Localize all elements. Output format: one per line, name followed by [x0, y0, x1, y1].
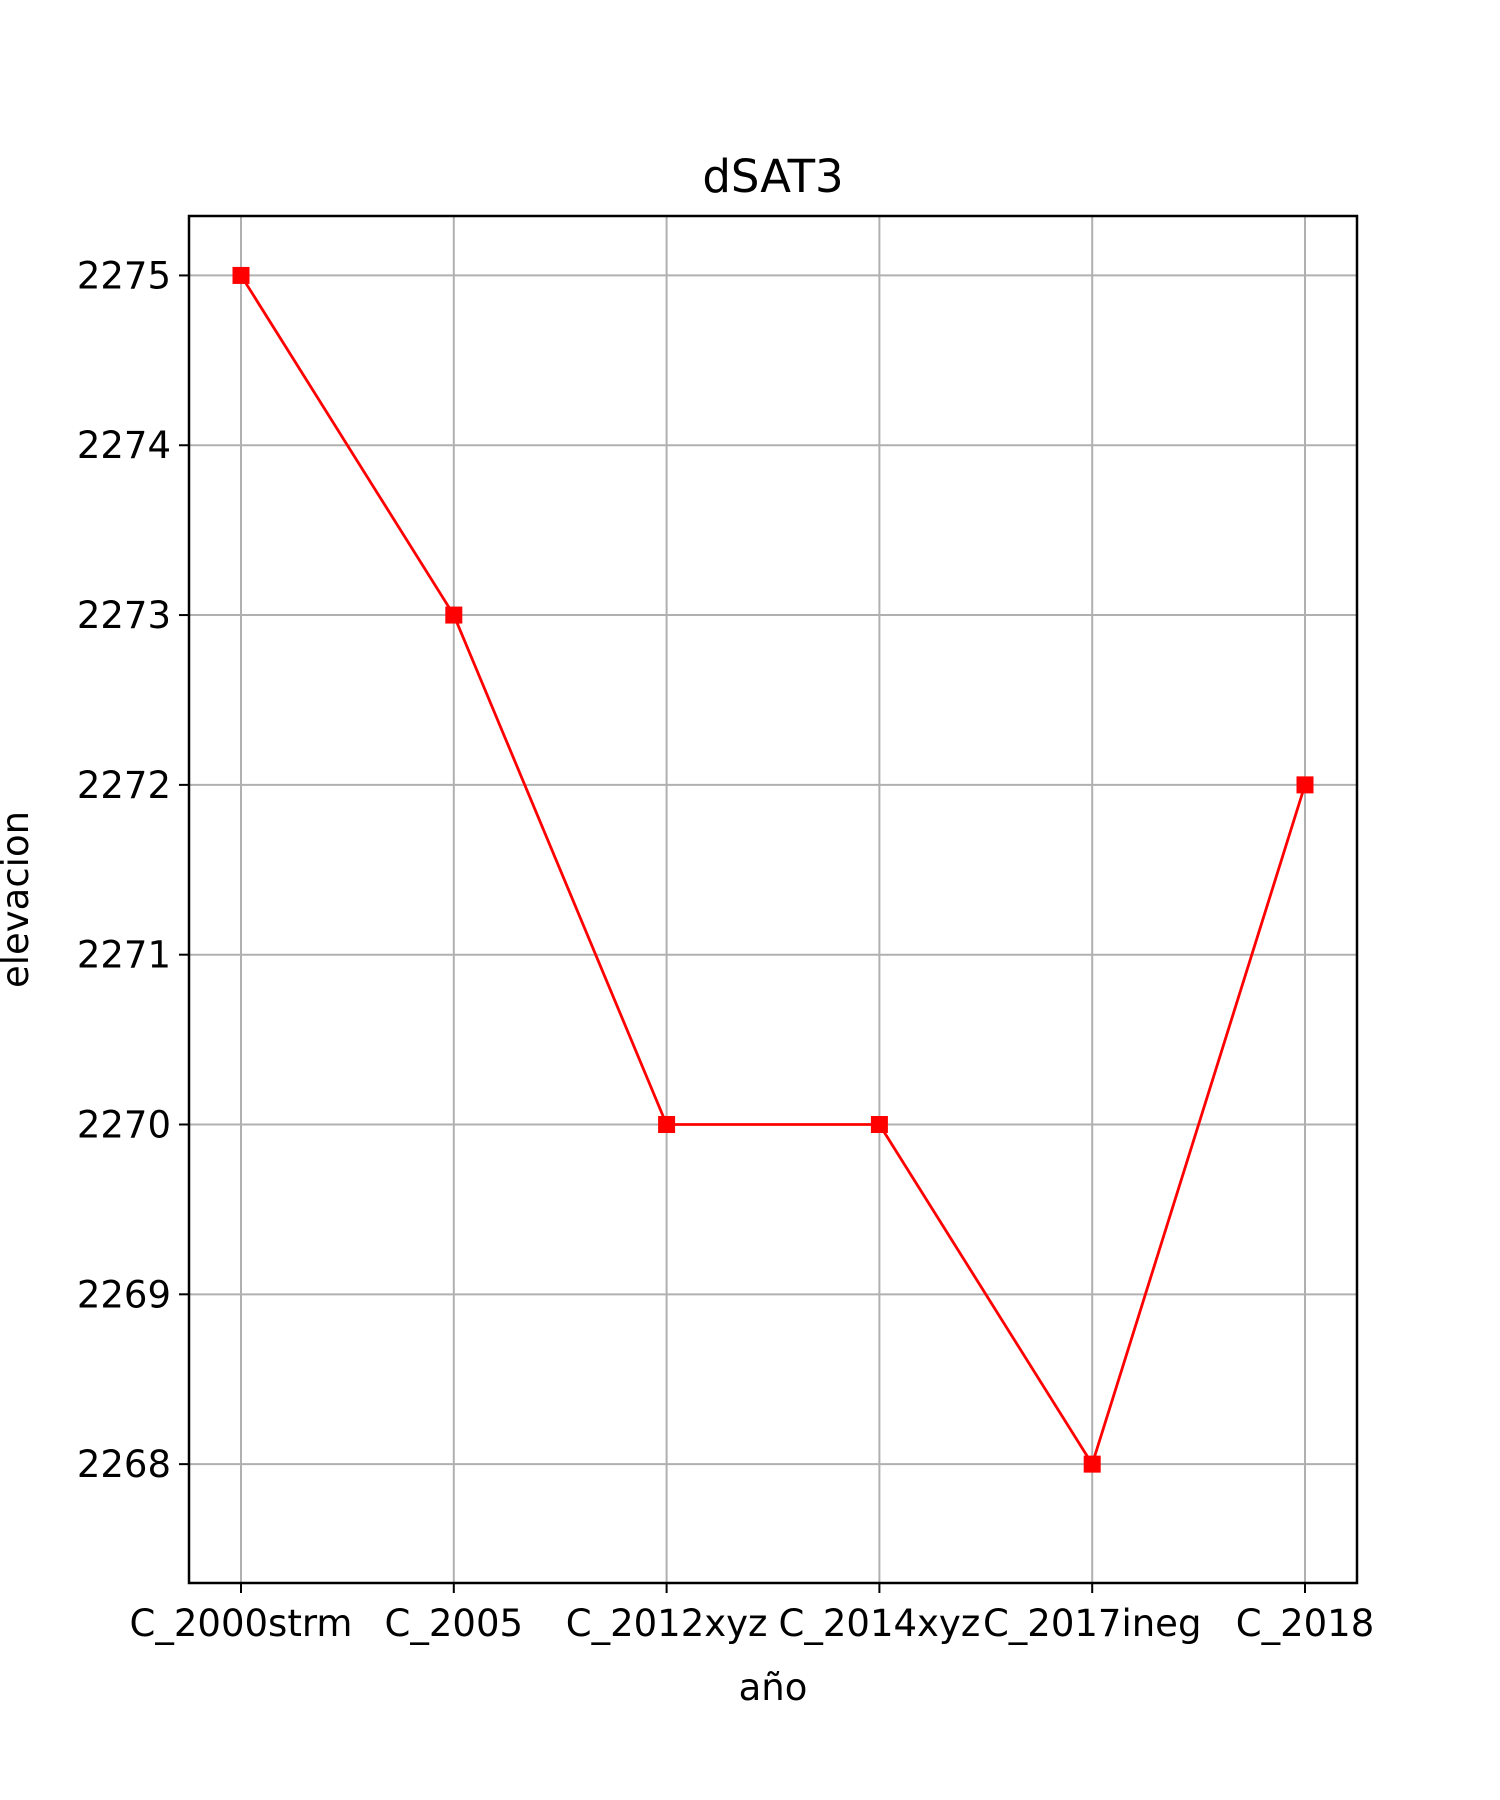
x-tick-label: C_2018: [1236, 1602, 1375, 1645]
y-tick-label: 2271: [77, 934, 171, 977]
series-line: [239, 274, 1307, 1466]
y-tick-label: 2272: [77, 764, 171, 807]
y-axis-label: elevacion: [0, 811, 37, 988]
y-tick-label: 2269: [77, 1273, 171, 1316]
data-point-marker: [1296, 776, 1314, 794]
data-point-marker: [445, 606, 463, 624]
y-tick-label: 2268: [77, 1443, 171, 1486]
x-tick-label: C_2000strm: [130, 1602, 353, 1645]
x-tick-label: C_2017ineg: [983, 1602, 1201, 1645]
data-point-marker: [1083, 1455, 1101, 1473]
x-axis-label: año: [739, 1666, 808, 1709]
y-tick-label: 2274: [77, 424, 171, 467]
data-point-marker: [232, 266, 250, 284]
chart-title: dSAT3: [702, 150, 843, 203]
y-tick-label: 2275: [77, 254, 171, 297]
ticks: C_2000strm C_2005 C_2012xyz C_2014xyz C_2017…: [77, 254, 1374, 1645]
grid: [189, 216, 1357, 1583]
x-tick-label: C_2005: [385, 1602, 524, 1645]
x-tick-label: C_2012xyz: [566, 1602, 768, 1645]
data-point-marker: [658, 1116, 676, 1134]
data-point-marker: [870, 1116, 888, 1134]
x-tick-label: C_2014xyz: [779, 1602, 981, 1645]
y-tick-label: 2270: [77, 1104, 171, 1147]
plot-frame: [187, 214, 1359, 1585]
series-layer: [232, 266, 1314, 1473]
y-tick-label: 2273: [77, 594, 171, 637]
